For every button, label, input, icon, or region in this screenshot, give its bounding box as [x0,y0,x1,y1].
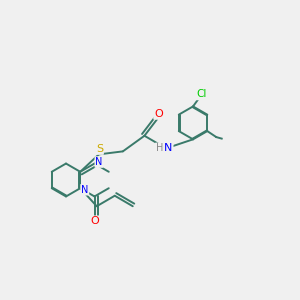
Text: H: H [156,143,163,153]
Text: O: O [90,216,99,226]
Text: Cl: Cl [196,89,207,99]
Text: O: O [154,109,163,119]
Text: N: N [164,143,172,153]
Text: N: N [95,157,103,167]
Text: N: N [81,185,88,195]
Text: S: S [96,144,103,154]
